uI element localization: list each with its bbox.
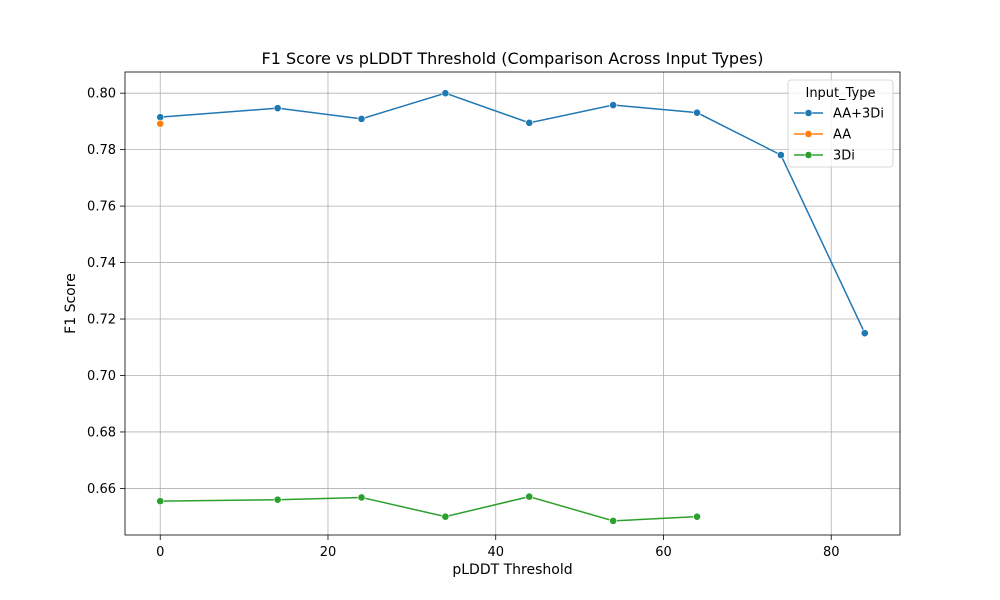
data-point-aa-3di (357, 114, 366, 123)
legend: Input_Type AA+3Di AA 3Di (787, 79, 894, 168)
legend-label-3di: 3Di (833, 149, 855, 164)
data-point-aa-3di (776, 151, 785, 159)
legend-marker-3di (804, 151, 813, 159)
y-tick-label: 0.72 (87, 313, 116, 328)
y-axis-label: F1 Score (63, 273, 79, 334)
y-tick-label: 0.76 (87, 200, 116, 215)
grid (125, 72, 900, 535)
legend-item-aa-3di: AA+3Di (794, 107, 884, 122)
y-tick-label: 0.74 (87, 256, 116, 271)
data-point-aa (156, 119, 165, 128)
legend-title: Input_Type (805, 86, 875, 101)
data-point-3di (273, 495, 282, 504)
legend-marker-aa-3di (804, 109, 813, 117)
series-3di (156, 492, 701, 525)
data-point-3di (357, 493, 366, 502)
y-tick-label: 0.70 (87, 369, 116, 384)
x-tick-label: 80 (823, 545, 840, 560)
plot-frame (124, 71, 901, 536)
data-point-aa-3di (860, 329, 869, 338)
x-axis-label: pLDDT Threshold (452, 562, 572, 578)
legend-marker-aa (804, 130, 813, 138)
axis-ticks: 0 20 40 60 80 0.66 0.68 0.70 0.72 0.74 0.76 0.78 0.8… (87, 87, 839, 560)
data-point-aa-3di (525, 118, 534, 127)
x-tick-label: 60 (655, 545, 672, 560)
y-tick-label: 0.68 (87, 425, 116, 440)
data-point-3di (441, 512, 450, 521)
series-layer (156, 89, 869, 525)
data-point-aa-3di (273, 104, 282, 113)
data-point-3di (156, 497, 165, 506)
x-tick-label: 0 (156, 545, 164, 560)
y-tick-label: 0.78 (87, 143, 116, 158)
data-point-3di (693, 512, 701, 521)
legend-item-aa: AA (794, 128, 851, 143)
data-point-aa-3di (441, 89, 450, 98)
data-point-aa-3di (693, 108, 701, 117)
legend-label-aa: AA (833, 128, 851, 143)
legend-items: AA+3Di AA 3Di (794, 107, 884, 164)
series-aa (156, 119, 165, 128)
x-tick-label: 40 (487, 545, 504, 560)
legend-item-3di: 3Di (794, 149, 855, 164)
data-point-3di (609, 516, 618, 525)
data-point-aa-3di (156, 113, 165, 122)
data-point-aa-3di (609, 101, 618, 109)
legend-label-aa-3di: AA+3Di (833, 107, 884, 122)
y-tick-label: 0.66 (87, 482, 116, 497)
legend-box (787, 79, 894, 168)
series-aa-3di (156, 89, 869, 338)
data-point-3di (525, 492, 534, 501)
chart-title: F1 Score vs pLDDT Threshold (Comparison … (262, 49, 764, 68)
x-tick-label: 20 (320, 545, 337, 560)
y-tick-label: 0.80 (87, 87, 116, 102)
